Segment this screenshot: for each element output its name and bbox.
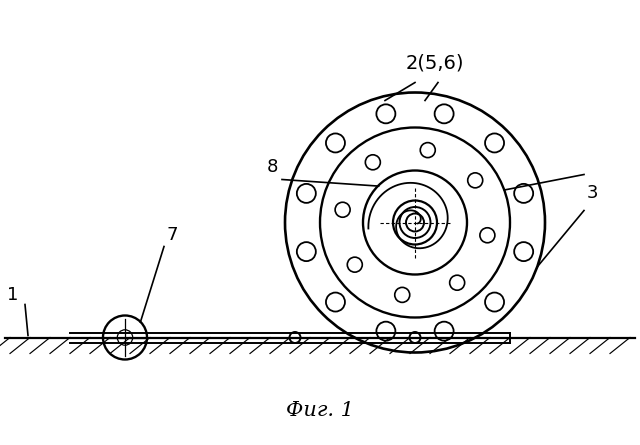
Text: 7: 7 <box>166 226 178 243</box>
Text: Фиг. 1: Фиг. 1 <box>286 401 354 420</box>
Text: 2(5,6): 2(5,6) <box>406 53 464 72</box>
Text: 1: 1 <box>7 286 19 303</box>
Text: 3: 3 <box>586 183 598 202</box>
Text: 8: 8 <box>266 158 278 177</box>
